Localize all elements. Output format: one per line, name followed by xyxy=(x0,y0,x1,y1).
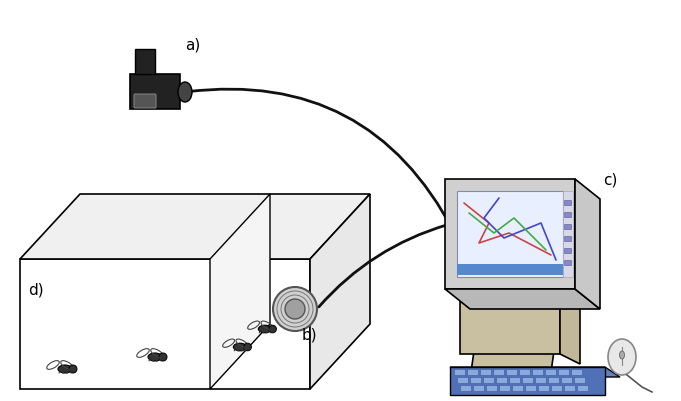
FancyBboxPatch shape xyxy=(467,370,479,376)
FancyBboxPatch shape xyxy=(565,213,571,218)
Polygon shape xyxy=(135,50,155,75)
FancyBboxPatch shape xyxy=(526,385,537,391)
FancyBboxPatch shape xyxy=(571,370,582,376)
Polygon shape xyxy=(450,367,605,395)
Polygon shape xyxy=(470,309,560,379)
FancyBboxPatch shape xyxy=(565,385,575,391)
FancyBboxPatch shape xyxy=(484,378,494,383)
Polygon shape xyxy=(20,259,310,389)
Polygon shape xyxy=(460,294,580,304)
FancyBboxPatch shape xyxy=(575,378,586,383)
FancyBboxPatch shape xyxy=(134,95,156,109)
Ellipse shape xyxy=(148,353,162,361)
Polygon shape xyxy=(130,75,180,110)
FancyBboxPatch shape xyxy=(460,385,471,391)
Polygon shape xyxy=(445,289,600,309)
Circle shape xyxy=(69,365,77,373)
FancyBboxPatch shape xyxy=(552,385,563,391)
FancyArrowPatch shape xyxy=(188,90,454,232)
FancyBboxPatch shape xyxy=(565,261,571,266)
Polygon shape xyxy=(445,180,575,289)
FancyArrowPatch shape xyxy=(319,225,447,307)
FancyBboxPatch shape xyxy=(533,370,543,376)
Circle shape xyxy=(285,299,305,319)
Ellipse shape xyxy=(608,339,636,375)
FancyBboxPatch shape xyxy=(577,385,588,391)
Text: a): a) xyxy=(185,38,200,53)
FancyBboxPatch shape xyxy=(520,370,530,376)
Polygon shape xyxy=(560,294,580,364)
Text: c): c) xyxy=(603,172,618,188)
FancyBboxPatch shape xyxy=(558,370,569,376)
FancyBboxPatch shape xyxy=(565,249,571,254)
FancyBboxPatch shape xyxy=(565,237,571,242)
Polygon shape xyxy=(450,367,620,377)
FancyBboxPatch shape xyxy=(454,370,466,376)
Polygon shape xyxy=(310,194,370,389)
FancyBboxPatch shape xyxy=(486,385,498,391)
FancyBboxPatch shape xyxy=(565,201,571,206)
FancyBboxPatch shape xyxy=(565,225,571,230)
Text: b): b) xyxy=(302,327,317,342)
FancyBboxPatch shape xyxy=(458,378,469,383)
Polygon shape xyxy=(575,180,600,309)
Polygon shape xyxy=(460,294,560,354)
FancyBboxPatch shape xyxy=(507,370,518,376)
FancyBboxPatch shape xyxy=(499,385,511,391)
FancyBboxPatch shape xyxy=(548,378,560,383)
FancyBboxPatch shape xyxy=(522,378,533,383)
FancyBboxPatch shape xyxy=(539,385,550,391)
Polygon shape xyxy=(457,192,563,277)
FancyBboxPatch shape xyxy=(481,370,492,376)
FancyBboxPatch shape xyxy=(535,378,546,383)
FancyBboxPatch shape xyxy=(494,370,505,376)
FancyBboxPatch shape xyxy=(471,378,481,383)
FancyBboxPatch shape xyxy=(545,370,556,376)
Circle shape xyxy=(244,343,251,351)
Ellipse shape xyxy=(58,365,72,373)
Polygon shape xyxy=(210,194,270,389)
FancyBboxPatch shape xyxy=(496,378,507,383)
FancyBboxPatch shape xyxy=(509,378,520,383)
Polygon shape xyxy=(20,194,370,259)
Circle shape xyxy=(273,287,317,331)
Ellipse shape xyxy=(234,343,247,351)
FancyBboxPatch shape xyxy=(562,378,573,383)
FancyBboxPatch shape xyxy=(513,385,524,391)
Polygon shape xyxy=(563,192,573,277)
Ellipse shape xyxy=(178,83,192,103)
Ellipse shape xyxy=(620,351,624,359)
Polygon shape xyxy=(457,264,563,275)
FancyBboxPatch shape xyxy=(473,385,484,391)
Circle shape xyxy=(269,325,276,333)
Circle shape xyxy=(159,353,167,361)
Text: d): d) xyxy=(28,282,44,297)
Ellipse shape xyxy=(258,325,272,333)
